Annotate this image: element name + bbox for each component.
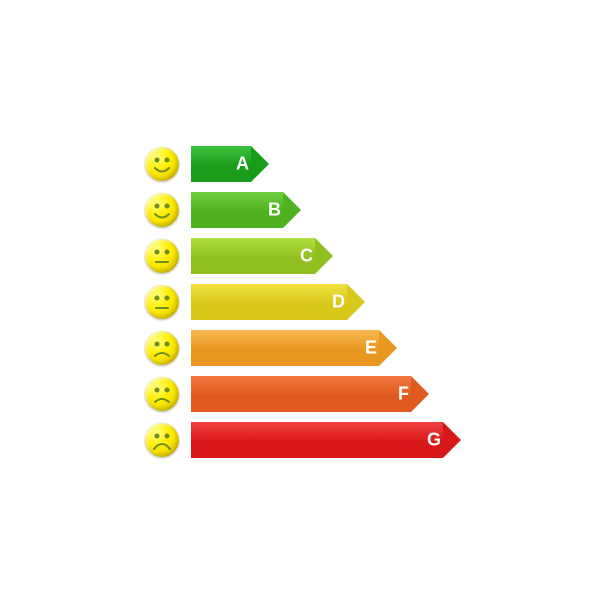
rating-label: G [427,430,441,451]
rating-label: D [332,292,345,313]
rating-bar-c: C [191,238,333,274]
rating-label: F [398,384,409,405]
rating-row-g: G [145,421,461,459]
rating-bar-b: B [191,192,301,228]
neutral-face-icon [145,285,179,319]
rating-row-b: B [145,191,461,229]
neutral-face-icon [145,239,179,273]
rating-row-d: D [145,283,461,321]
sad-face-icon [145,377,179,411]
rating-label: B [268,200,281,221]
rating-bar-e: E [191,330,397,366]
rating-row-c: C [145,237,461,275]
sad-face-icon [145,331,179,365]
rating-bar-a: A [191,146,269,182]
rating-row-f: F [145,375,461,413]
rating-bar-g: G [191,422,461,458]
rating-bar-d: D [191,284,365,320]
rating-row-a: A [145,145,461,183]
happy-face-icon [145,147,179,181]
rating-bar-f: F [191,376,429,412]
rating-label: E [365,338,377,359]
energy-rating-chart: A B C D E F G [145,145,461,467]
very-sad-face-icon [145,423,179,457]
rating-label: A [236,154,249,175]
rating-label: C [300,246,313,267]
rating-row-e: E [145,329,461,367]
happy-face-icon [145,193,179,227]
